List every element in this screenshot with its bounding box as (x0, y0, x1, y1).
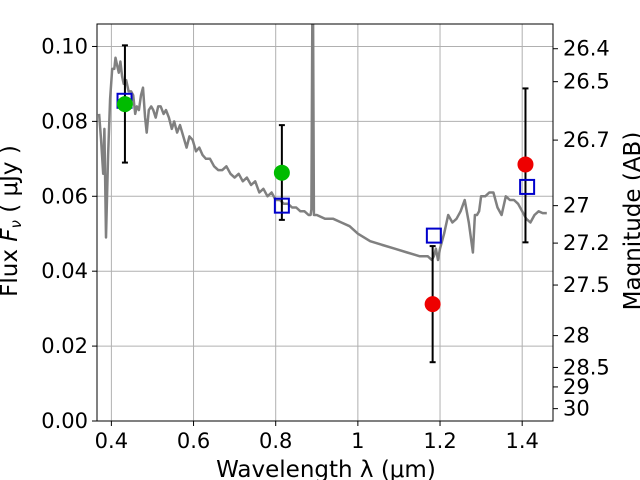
right-tick-label: 30 (563, 397, 590, 421)
x-tick-label: 1 (351, 429, 364, 453)
right-axis-label: Magnitude (AB) (620, 132, 640, 311)
y-tick-label: 0.10 (41, 34, 88, 58)
points-layer (116, 44, 536, 364)
y-axis-label-subscript: ν (7, 220, 25, 228)
y-axis-label-prefix: Flux (0, 242, 23, 297)
grid-layer (97, 24, 553, 422)
y-tick-label: 0.00 (41, 409, 88, 433)
observed-point (273, 164, 290, 181)
x-tick-label: 1.2 (423, 429, 456, 453)
right-tick-label: 29 (563, 375, 590, 399)
y-axis-label: Flux Fν ( μJy ) (0, 145, 25, 297)
right-tick-label: 27.2 (563, 231, 610, 255)
plot-frame (96, 23, 554, 422)
y-tick-label: 0.02 (41, 334, 88, 358)
right-tick-label: 26.4 (563, 37, 610, 61)
x-tick-label: 1.4 (505, 429, 538, 453)
spectrum-line (97, 24, 547, 262)
right-tick-label: 27 (563, 194, 590, 218)
y-tick-label: 0.06 (41, 184, 88, 208)
observed-point (116, 96, 133, 113)
observed-point (424, 296, 441, 313)
y-axis-label-suffix: ( μJy ) (0, 145, 23, 220)
model-square-point (519, 178, 536, 195)
x-tick-label: 0.8 (259, 429, 292, 453)
ticks-layer: 0.4 0.6 0.8 1 1.2 1.4 0.00 0.02 0.04 0.06 0.08 0.10… (41, 34, 610, 453)
x-tick-label: 0.4 (95, 429, 128, 453)
x-axis-label: Wavelength λ (μm) (216, 457, 436, 480)
right-tick-label: 27.5 (563, 273, 610, 297)
y-axis-label-symbol: F (0, 228, 23, 242)
y-tick-label: 0.04 (41, 259, 88, 283)
x-tick-label: 0.6 (177, 429, 210, 453)
right-tick-label: 28.5 (563, 355, 610, 379)
observed-point (517, 156, 534, 173)
model-square-point (273, 197, 290, 214)
y-tick-label: 0.08 (41, 109, 88, 133)
spectrum-layer (97, 24, 547, 262)
right-tick-label: 26.7 (563, 128, 610, 152)
right-tick-label: 28 (563, 324, 590, 348)
right-tick-label: 26.5 (563, 70, 610, 94)
model-square-point (425, 227, 442, 244)
